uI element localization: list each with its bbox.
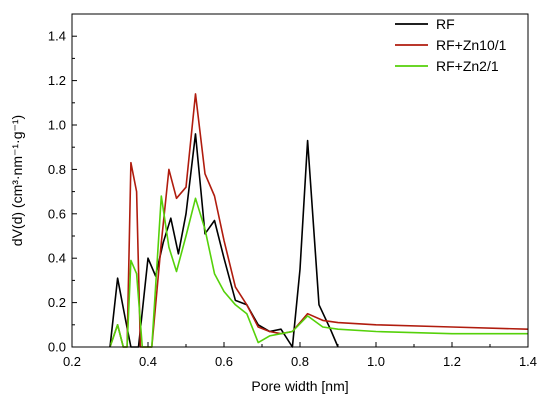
series-line-1: [109, 93, 529, 348]
y-axis-ticks: 0.0 0.2 0.4 0.6 0.8 1.0 1.2 1.4: [48, 13, 77, 355]
legend-label: RF+Zn10/1: [436, 37, 507, 53]
x-tick-label: 0.4: [139, 354, 157, 369]
x-tick-label: 0.8: [291, 354, 309, 369]
x-tick-label: 0.6: [215, 354, 233, 369]
y-tick-label: 0.2: [48, 295, 66, 310]
x-tick-label: 1.4: [519, 354, 537, 369]
x-axis-ticks: 0.2 0.4 0.6 0.8 1.0 1.2 1.4: [63, 342, 537, 369]
legend-label: RF: [436, 16, 455, 32]
series-line-2: [109, 195, 528, 348]
x-axis-title: Pore width [nm]: [251, 378, 348, 394]
legend-label: RF+Zn2/1: [436, 58, 499, 74]
legend: RF RF+Zn10/1 RF+Zn2/1: [395, 16, 507, 74]
series-layer: [109, 93, 529, 348]
x-tick-label: 0.2: [63, 354, 81, 369]
y-tick-label: 0.8: [48, 162, 66, 177]
y-tick-label: 0.6: [48, 206, 66, 221]
y-tick-label: 0.4: [48, 251, 66, 266]
y-tick-label: 1.2: [48, 73, 66, 88]
y-tick-label: 0.0: [48, 340, 66, 355]
x-tick-label: 1.2: [443, 354, 461, 369]
x-tick-label: 1.0: [367, 354, 385, 369]
y-tick-label: 1.4: [48, 29, 66, 44]
y-axis-title: dV(d) (cm³·nm⁻¹·g⁻¹): [9, 115, 25, 246]
y-tick-label: 1.0: [48, 118, 66, 133]
